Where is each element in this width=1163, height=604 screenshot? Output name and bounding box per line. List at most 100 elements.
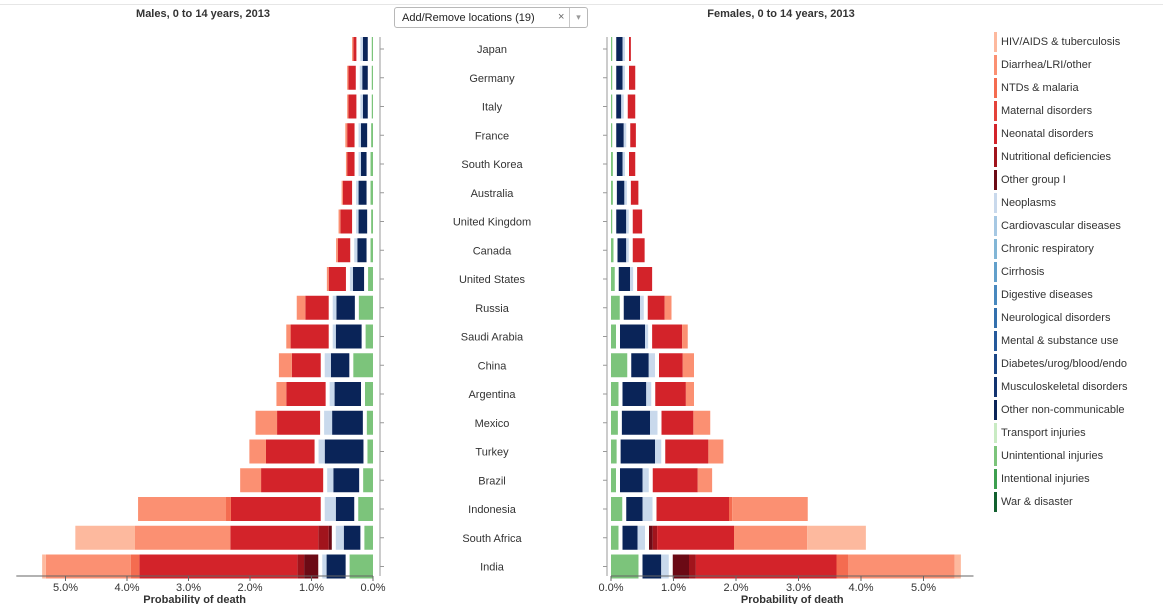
female-bar-india-other-non-communicable bbox=[642, 554, 662, 579]
legend-label: Other group I bbox=[1001, 174, 1066, 186]
legend-item-neoplasms[interactable]: Neoplasms bbox=[994, 192, 1163, 213]
female-bar-argentina-neoplasms bbox=[646, 382, 652, 406]
location-label-russia: Russia bbox=[475, 303, 510, 315]
legend-swatch bbox=[994, 354, 997, 374]
female-bar-australia-other-non-communicable bbox=[616, 180, 625, 205]
female-bar-united-kingdom-neoplasms bbox=[626, 209, 629, 234]
female-bar-turkey-neonatal-disorders bbox=[665, 439, 709, 464]
female-bar-india-hiv-aids-tuberculosis bbox=[954, 554, 961, 579]
add-remove-locations-button[interactable]: Add/Remove locations (19) × ▾ bbox=[394, 7, 588, 28]
female-bar-china-diarrhea-lri-other bbox=[682, 353, 694, 378]
male-bar-canada-neoplasms bbox=[354, 238, 358, 263]
male-bar-united-kingdom-neonatal-disorders bbox=[340, 209, 353, 234]
female-bar-turkey-unintentional-injuries bbox=[611, 439, 617, 464]
male-bar-france-other-non-communicable bbox=[361, 123, 368, 148]
female-bar-brazil-unintentional-injuries bbox=[611, 468, 616, 493]
female-bar-south-africa-nutritional-deficiencies bbox=[652, 525, 658, 550]
location-label-canada: Canada bbox=[473, 245, 512, 257]
location-label-argentina: Argentina bbox=[468, 389, 516, 401]
male-bar-turkey-neoplasms bbox=[318, 439, 325, 464]
male-bar-south-africa-diarrhea-lri-other bbox=[134, 525, 231, 550]
legend-item-nutritional-deficiencies[interactable]: Nutritional deficiencies bbox=[994, 146, 1163, 167]
female-bar-italy-neonatal-disorders bbox=[627, 94, 636, 119]
male-bar-south-africa-other-non-communicable bbox=[343, 525, 361, 550]
female-bar-japan-neonatal-disorders bbox=[629, 37, 631, 61]
female-bar-japan-other-non-communicable bbox=[616, 37, 623, 61]
female-x-tick-label: 1.0% bbox=[661, 582, 686, 594]
location-label-china: China bbox=[478, 360, 508, 372]
female-bar-canada-neoplasms bbox=[626, 238, 629, 263]
female-bar-indonesia-diarrhea-lri-other bbox=[732, 497, 808, 521]
male-bar-italy-unintentional-injuries bbox=[371, 94, 373, 119]
male-bar-south-africa-hiv-aids-tuberculosis bbox=[75, 525, 135, 550]
legend-item-chronic-respiratory[interactable]: Chronic respiratory bbox=[994, 238, 1163, 259]
male-bar-russia-unintentional-injuries bbox=[358, 295, 373, 320]
male-bar-saudi-arabia-unintentional-injuries bbox=[365, 324, 373, 349]
male-bar-germany-other-non-communicable bbox=[362, 65, 368, 90]
male-bar-germany-diarrhea-lri-other bbox=[347, 65, 349, 90]
male-x-tick-label: 5.0% bbox=[53, 582, 78, 594]
female-x-axis-label: Probability of death bbox=[741, 594, 844, 604]
legend-label: Transport injuries bbox=[1001, 427, 1086, 439]
legend-item-unintentional-injuries[interactable]: Unintentional injuries bbox=[994, 445, 1163, 466]
female-bar-united-kingdom-neonatal-disorders bbox=[632, 209, 643, 234]
legend-item-cardiovascular-diseases[interactable]: Cardiovascular diseases bbox=[994, 215, 1163, 236]
legend-item-transport-injuries[interactable]: Transport injuries bbox=[994, 422, 1163, 443]
female-bar-india-ntds-malaria bbox=[836, 554, 849, 579]
legend-swatch bbox=[994, 124, 997, 144]
legend-label: Diabetes/urog/blood/endo bbox=[1001, 358, 1127, 370]
male-bar-united-states-diarrhea-lri-other bbox=[326, 267, 329, 291]
clear-icon[interactable]: × bbox=[558, 11, 565, 23]
legend-item-diabetes-urog-blood-endo[interactable]: Diabetes/urog/blood/endo bbox=[994, 353, 1163, 374]
female-bar-mexico-unintentional-injuries bbox=[611, 410, 618, 435]
legend-item-musculoskeletal-disorders[interactable]: Musculoskeletal disorders bbox=[994, 376, 1163, 397]
female-bar-japan-unintentional-injuries bbox=[611, 37, 613, 61]
male-bar-saudi-arabia-other-non-communicable bbox=[335, 324, 362, 349]
male-bar-australia-other-non-communicable bbox=[358, 180, 367, 205]
male-bar-mexico-other-non-communicable bbox=[332, 410, 363, 435]
male-bar-indonesia-ntds-malaria bbox=[226, 497, 231, 521]
female-bar-russia-unintentional-injuries bbox=[611, 295, 620, 320]
female-bar-argentina-other-non-communicable bbox=[622, 382, 647, 406]
legend-label: Musculoskeletal disorders bbox=[1001, 381, 1128, 393]
location-label-india: India bbox=[480, 562, 505, 574]
female-bar-south-korea-other-non-communicable bbox=[616, 152, 623, 176]
legend-item-neurological-disorders[interactable]: Neurological disorders bbox=[994, 307, 1163, 328]
male-bar-turkey-neonatal-disorders bbox=[265, 439, 315, 464]
female-bar-china-neonatal-disorders bbox=[659, 353, 683, 378]
legend-swatch bbox=[994, 492, 997, 512]
legend-swatch bbox=[994, 101, 997, 121]
female-bar-indonesia-other-non-communicable bbox=[626, 497, 643, 521]
male-bar-france-neoplasms bbox=[358, 123, 362, 148]
legend-item-other-non-communicable[interactable]: Other non-communicable bbox=[994, 399, 1163, 420]
male-bar-china-neonatal-disorders bbox=[291, 353, 321, 378]
female-x-tick-label: 3.0% bbox=[786, 582, 811, 594]
female-bar-brazil-diarrhea-lri-other bbox=[697, 468, 713, 493]
male-bar-india-ntds-malaria bbox=[130, 554, 140, 579]
legend-item-maternal-disorders[interactable]: Maternal disorders bbox=[994, 100, 1163, 121]
legend-label: HIV/AIDS & tuberculosis bbox=[1001, 36, 1121, 48]
legend-item-neonatal-disorders[interactable]: Neonatal disorders bbox=[994, 123, 1163, 144]
legend-item-intentional-injuries[interactable]: Intentional injuries bbox=[994, 468, 1163, 489]
location-label-germany: Germany bbox=[469, 73, 515, 85]
female-bar-france-other-non-communicable bbox=[616, 123, 624, 148]
legend-item-other-group-i[interactable]: Other group I bbox=[994, 169, 1163, 190]
male-panel-title: Males, 0 to 14 years, 2013 bbox=[136, 8, 270, 20]
legend-item-mental-substance-use[interactable]: Mental & substance use bbox=[994, 330, 1163, 351]
legend-swatch bbox=[994, 147, 997, 167]
legend-swatch bbox=[994, 32, 997, 52]
female-bar-canada-unintentional-injuries bbox=[611, 238, 614, 263]
legend-label: NTDs & malaria bbox=[1001, 82, 1079, 94]
male-x-tick-label: 1.0% bbox=[299, 582, 324, 594]
legend-item-ntds-malaria[interactable]: NTDs & malaria bbox=[994, 77, 1163, 98]
legend-item-digestive-diseases[interactable]: Digestive diseases bbox=[994, 284, 1163, 305]
female-bar-argentina-diarrhea-lri-other bbox=[685, 382, 694, 406]
male-bar-france-neonatal-disorders bbox=[347, 123, 355, 148]
female-bar-russia-other-non-communicable bbox=[623, 295, 640, 320]
male-bar-indonesia-diarrhea-lri-other bbox=[138, 497, 227, 521]
legend-item-war-disaster[interactable]: War & disaster bbox=[994, 491, 1163, 512]
legend-item-diarrhea-lri-other[interactable]: Diarrhea/LRI/other bbox=[994, 54, 1163, 75]
legend-item-hiv-aids-tuberculosis[interactable]: HIV/AIDS & tuberculosis bbox=[994, 31, 1163, 52]
legend-item-cirrhosis[interactable]: Cirrhosis bbox=[994, 261, 1163, 282]
chevron-down-icon[interactable]: ▾ bbox=[569, 8, 587, 27]
